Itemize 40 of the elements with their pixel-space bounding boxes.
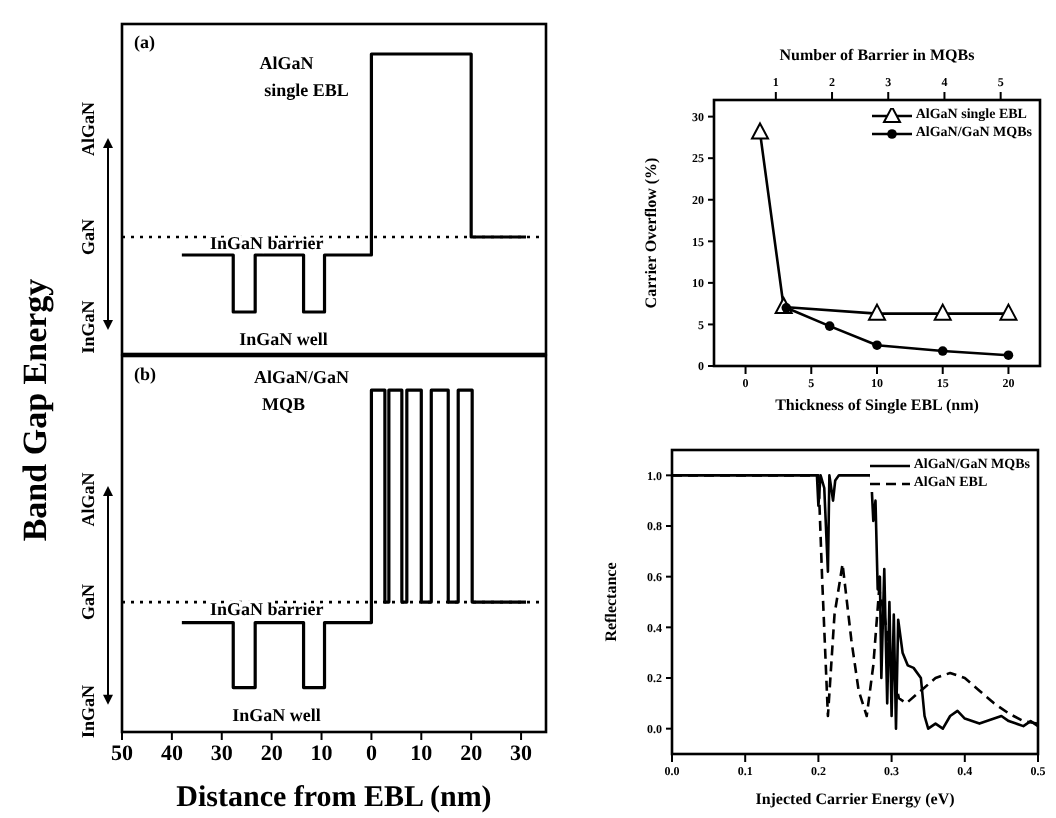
y-axis-title: Carrier Overflow (%): [641, 156, 660, 309]
annotation: MQB: [262, 393, 306, 414]
x-axis-title: Thickness of Single EBL (nm): [775, 396, 980, 414]
x-tick-label: 30: [510, 741, 534, 766]
annotation: InGaN well: [232, 704, 322, 725]
point: [872, 340, 882, 351]
x-tick-label: 50: [111, 741, 134, 766]
annotation: InGaN barrier: [209, 598, 324, 619]
annotation: InGaN barrier: [209, 233, 324, 253]
point: [868, 303, 886, 321]
text: (b): [134, 364, 156, 384]
point: [751, 122, 770, 140]
annotation: InGaN well: [239, 329, 329, 349]
text: GaN: [78, 218, 98, 255]
x-tick-label: 20: [460, 741, 484, 766]
point: [1003, 350, 1014, 360]
x-tick-label: 10: [410, 741, 434, 766]
x-tick-label: 0: [365, 741, 378, 766]
text: InGaN: [78, 299, 98, 354]
x-tick-label: 40: [160, 741, 184, 766]
point: [824, 321, 835, 331]
point: [937, 346, 948, 356]
x-tick-label: 30: [210, 741, 234, 766]
annotation: single EBL: [264, 80, 349, 100]
text: GaN: [78, 583, 98, 621]
y-axis-title: Band Gap Energy: [16, 278, 56, 542]
text: InGaN: [78, 683, 98, 739]
annotation: AlGaN: [259, 53, 315, 73]
point: [933, 303, 952, 321]
x-axis-title: Injected Carrier Energy (eV): [755, 790, 956, 808]
y-axis-title: Reflectance: [601, 561, 620, 642]
x2-axis-title: Number of Barrier in MQBs: [779, 46, 975, 64]
x-axis-title: Distance from EBL (nm): [176, 782, 492, 814]
point: [999, 303, 1018, 321]
x-tick-label: 20: [260, 741, 284, 766]
text: (a): [134, 32, 155, 52]
x-tick-label: 10: [310, 741, 334, 766]
text: AlGaN: [78, 471, 98, 527]
text: AlGaN/GaN: [254, 366, 351, 387]
text: AlGaN: [78, 101, 98, 156]
